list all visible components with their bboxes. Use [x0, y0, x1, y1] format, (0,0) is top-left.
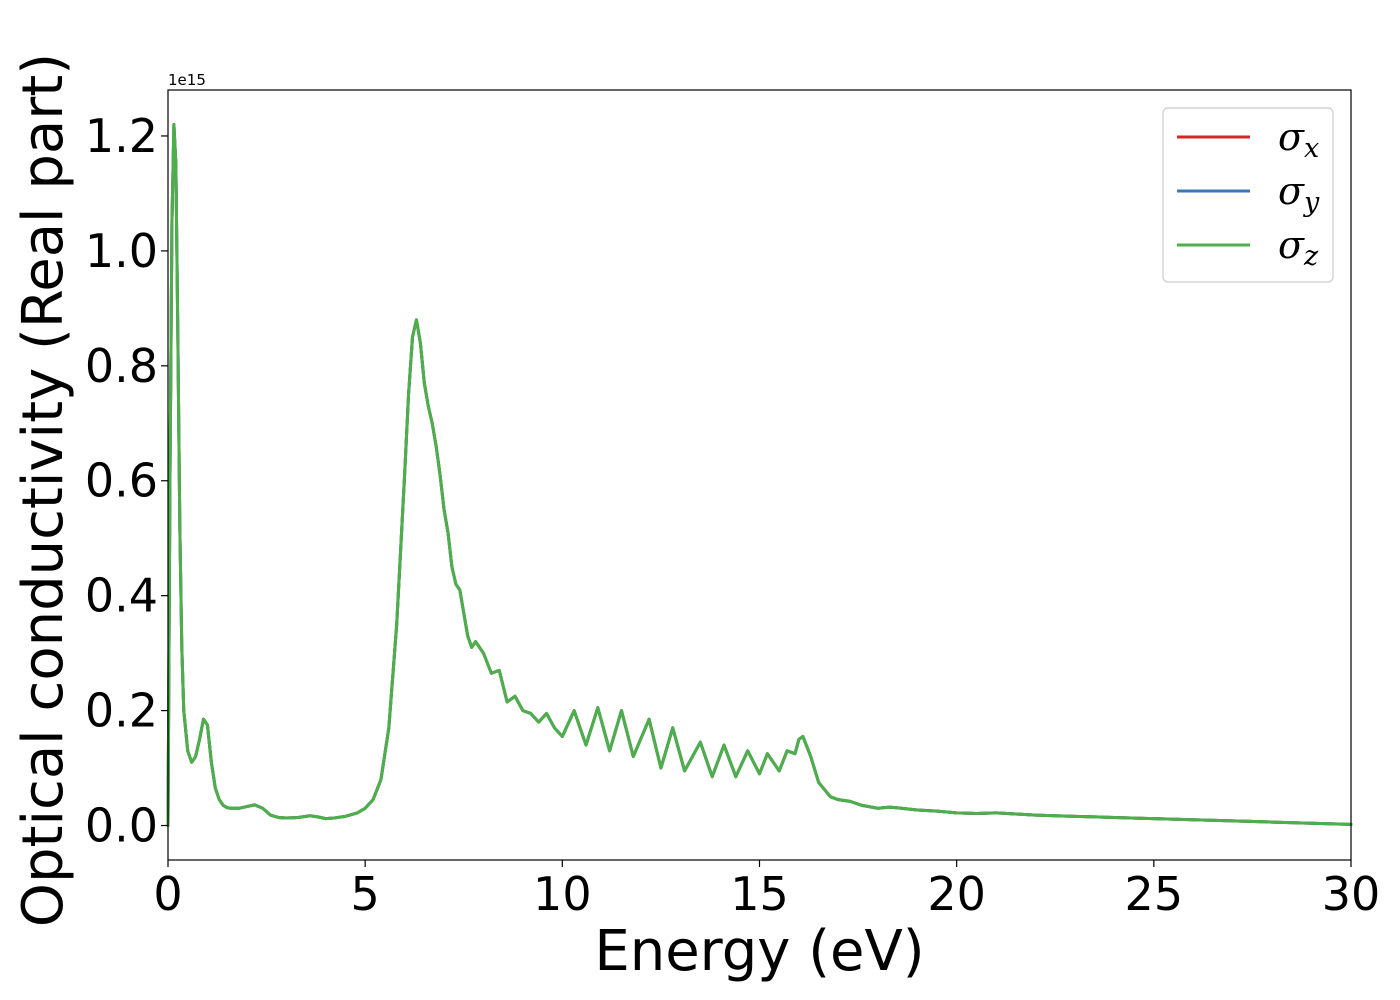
x-tick-label: 10	[533, 867, 592, 921]
y-tick-label: 1.0	[85, 224, 158, 278]
x-axis: 0 5 10 15 20 25 30	[153, 860, 1380, 921]
x-tick-label: 15	[730, 867, 789, 921]
legend: σx σy σz	[1162, 107, 1334, 283]
y-tick-label: 0.0	[85, 799, 158, 853]
y-tick-label: 1.2	[85, 109, 158, 163]
y-tick-label: 0.2	[85, 684, 158, 738]
x-axis-label: Energy (eV)	[594, 919, 924, 984]
x-tick-label: 0	[153, 867, 182, 921]
x-tick-label: 20	[927, 867, 986, 921]
y-tick-label: 0.4	[85, 569, 158, 623]
legend-label-x: σx	[1278, 115, 1319, 164]
y-axis: 0.0 0.2 0.4 0.6 0.8 1.0 1.2	[85, 109, 168, 853]
y-tick-label: 0.6	[85, 454, 158, 508]
x-tick-label: 30	[1322, 867, 1381, 921]
legend-label-y: σy	[1278, 169, 1320, 218]
series-layer	[166, 122, 1353, 828]
y-tick-label: 0.8	[85, 339, 158, 393]
x-tick-label: 5	[351, 867, 380, 921]
y-axis-label: Optical conductivity (Real part)	[11, 53, 76, 927]
legend-box	[1162, 107, 1334, 283]
x-tick-label: 25	[1125, 867, 1184, 921]
y-offset-text: 1e15	[168, 71, 206, 89]
legend-label-z: σz	[1278, 223, 1319, 272]
series-line-z	[166, 122, 1353, 828]
